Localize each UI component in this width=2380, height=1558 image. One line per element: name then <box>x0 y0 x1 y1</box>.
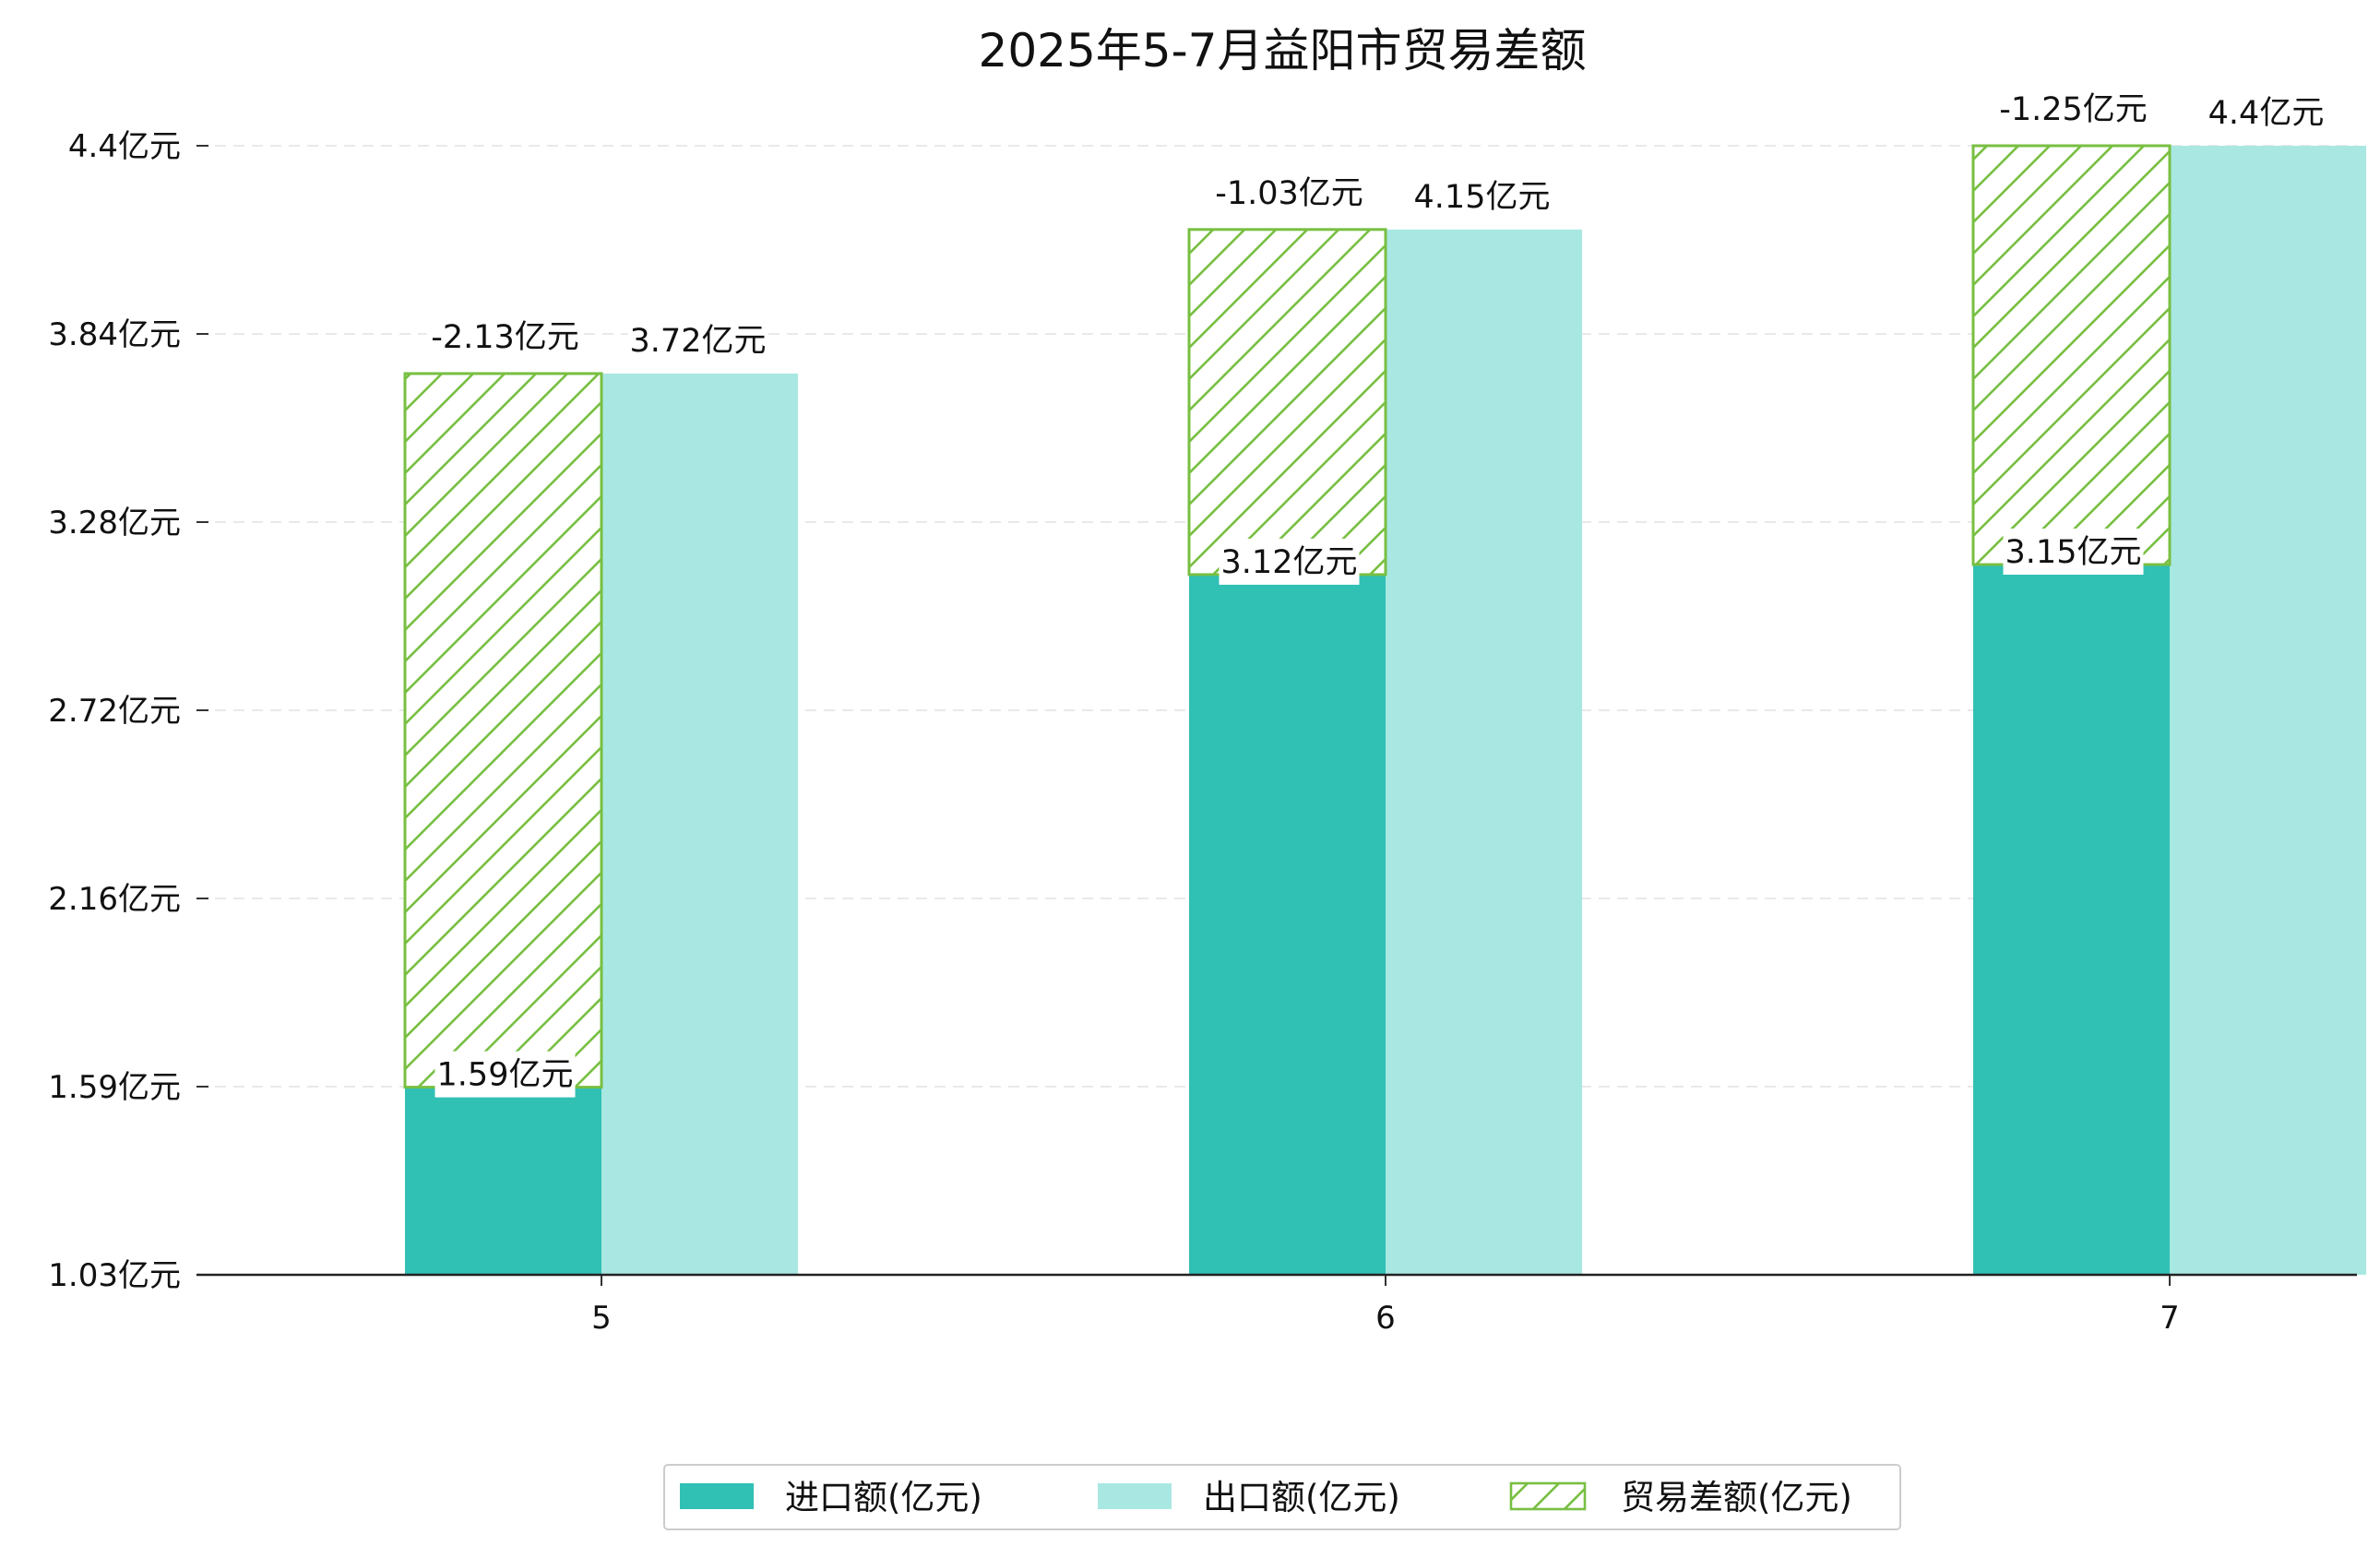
data-labels: -2.13亿元 3.72亿元 1.59亿元 -1.03亿元 4.15亿元 3.12亿元 -1… <box>426 86 2328 1098</box>
trade-balance-bar <box>1187 228 1387 577</box>
data-label: 3.72亿元 <box>630 323 767 360</box>
x-axis: 5 6 7 <box>196 1273 2357 1337</box>
data-label-background <box>1219 538 1360 585</box>
y-tick-label: 3.28亿元 <box>48 505 181 541</box>
x-tick-label: 6 <box>1375 1300 1396 1337</box>
data-label-background <box>627 316 768 363</box>
bars <box>403 144 2366 1276</box>
import-bar <box>405 1087 601 1275</box>
y-tick-label: 3.84亿元 <box>48 316 181 353</box>
y-tick-label: 2.16亿元 <box>48 881 181 918</box>
trade-balance-bar <box>403 372 603 1089</box>
legend-label-import: 进口额(亿元) <box>785 1478 982 1517</box>
export-bar <box>601 373 798 1275</box>
y-tick-label: 1.03亿元 <box>48 1257 181 1294</box>
data-label: -2.13亿元 <box>431 319 579 356</box>
import-bar <box>1189 574 1386 1275</box>
y-axis: 1.03亿元 1.59亿元 2.16亿元 2.72亿元 3.28亿元 3.84亿元 4.4亿… <box>48 128 208 1294</box>
data-label-background <box>1210 169 1368 216</box>
data-label: 1.59亿元 <box>437 1057 574 1094</box>
y-tick-label: 2.72亿元 <box>48 693 181 730</box>
data-label-background <box>2204 89 2328 136</box>
chart-title: 2025年5-7月益阳市贸易差额 <box>979 24 1587 77</box>
legend-swatch-import <box>680 1483 754 1509</box>
data-label: 3.15亿元 <box>2005 534 2142 571</box>
legend-swatch-export <box>1098 1483 1172 1509</box>
data-label: 4.4亿元 <box>2208 95 2325 132</box>
legend-label-export: 出口额(亿元) <box>1203 1478 1400 1517</box>
y-tick-label: 4.4亿元 <box>68 128 181 165</box>
trade-balance-bar <box>1971 144 2172 566</box>
data-label-background <box>434 1051 576 1098</box>
data-label: -1.25亿元 <box>1999 91 2148 128</box>
legend-frame <box>663 1464 1901 1530</box>
data-label: 4.15亿元 <box>1414 179 1551 216</box>
data-label: -1.03亿元 <box>1215 175 1363 212</box>
legend: 进口额(亿元) 出口额(亿元) 贸易差额(亿元) <box>663 1464 1901 1530</box>
data-label-background <box>1994 86 2152 132</box>
y-tick-label: 1.59亿元 <box>48 1069 181 1106</box>
import-bar <box>1973 565 2170 1275</box>
legend-label-balance: 贸易差额(亿元) <box>1621 1478 1852 1517</box>
export-bar <box>1386 229 1582 1276</box>
legend-swatch-balance <box>1509 1481 1587 1511</box>
data-label-background <box>1411 172 1553 220</box>
x-tick-label: 7 <box>2160 1300 2180 1337</box>
x-tick-label: 5 <box>591 1300 612 1337</box>
data-label: 3.12亿元 <box>1221 544 1358 581</box>
data-label-background <box>2003 529 2144 576</box>
data-label-background <box>426 313 584 360</box>
export-bar <box>2170 146 2366 1275</box>
